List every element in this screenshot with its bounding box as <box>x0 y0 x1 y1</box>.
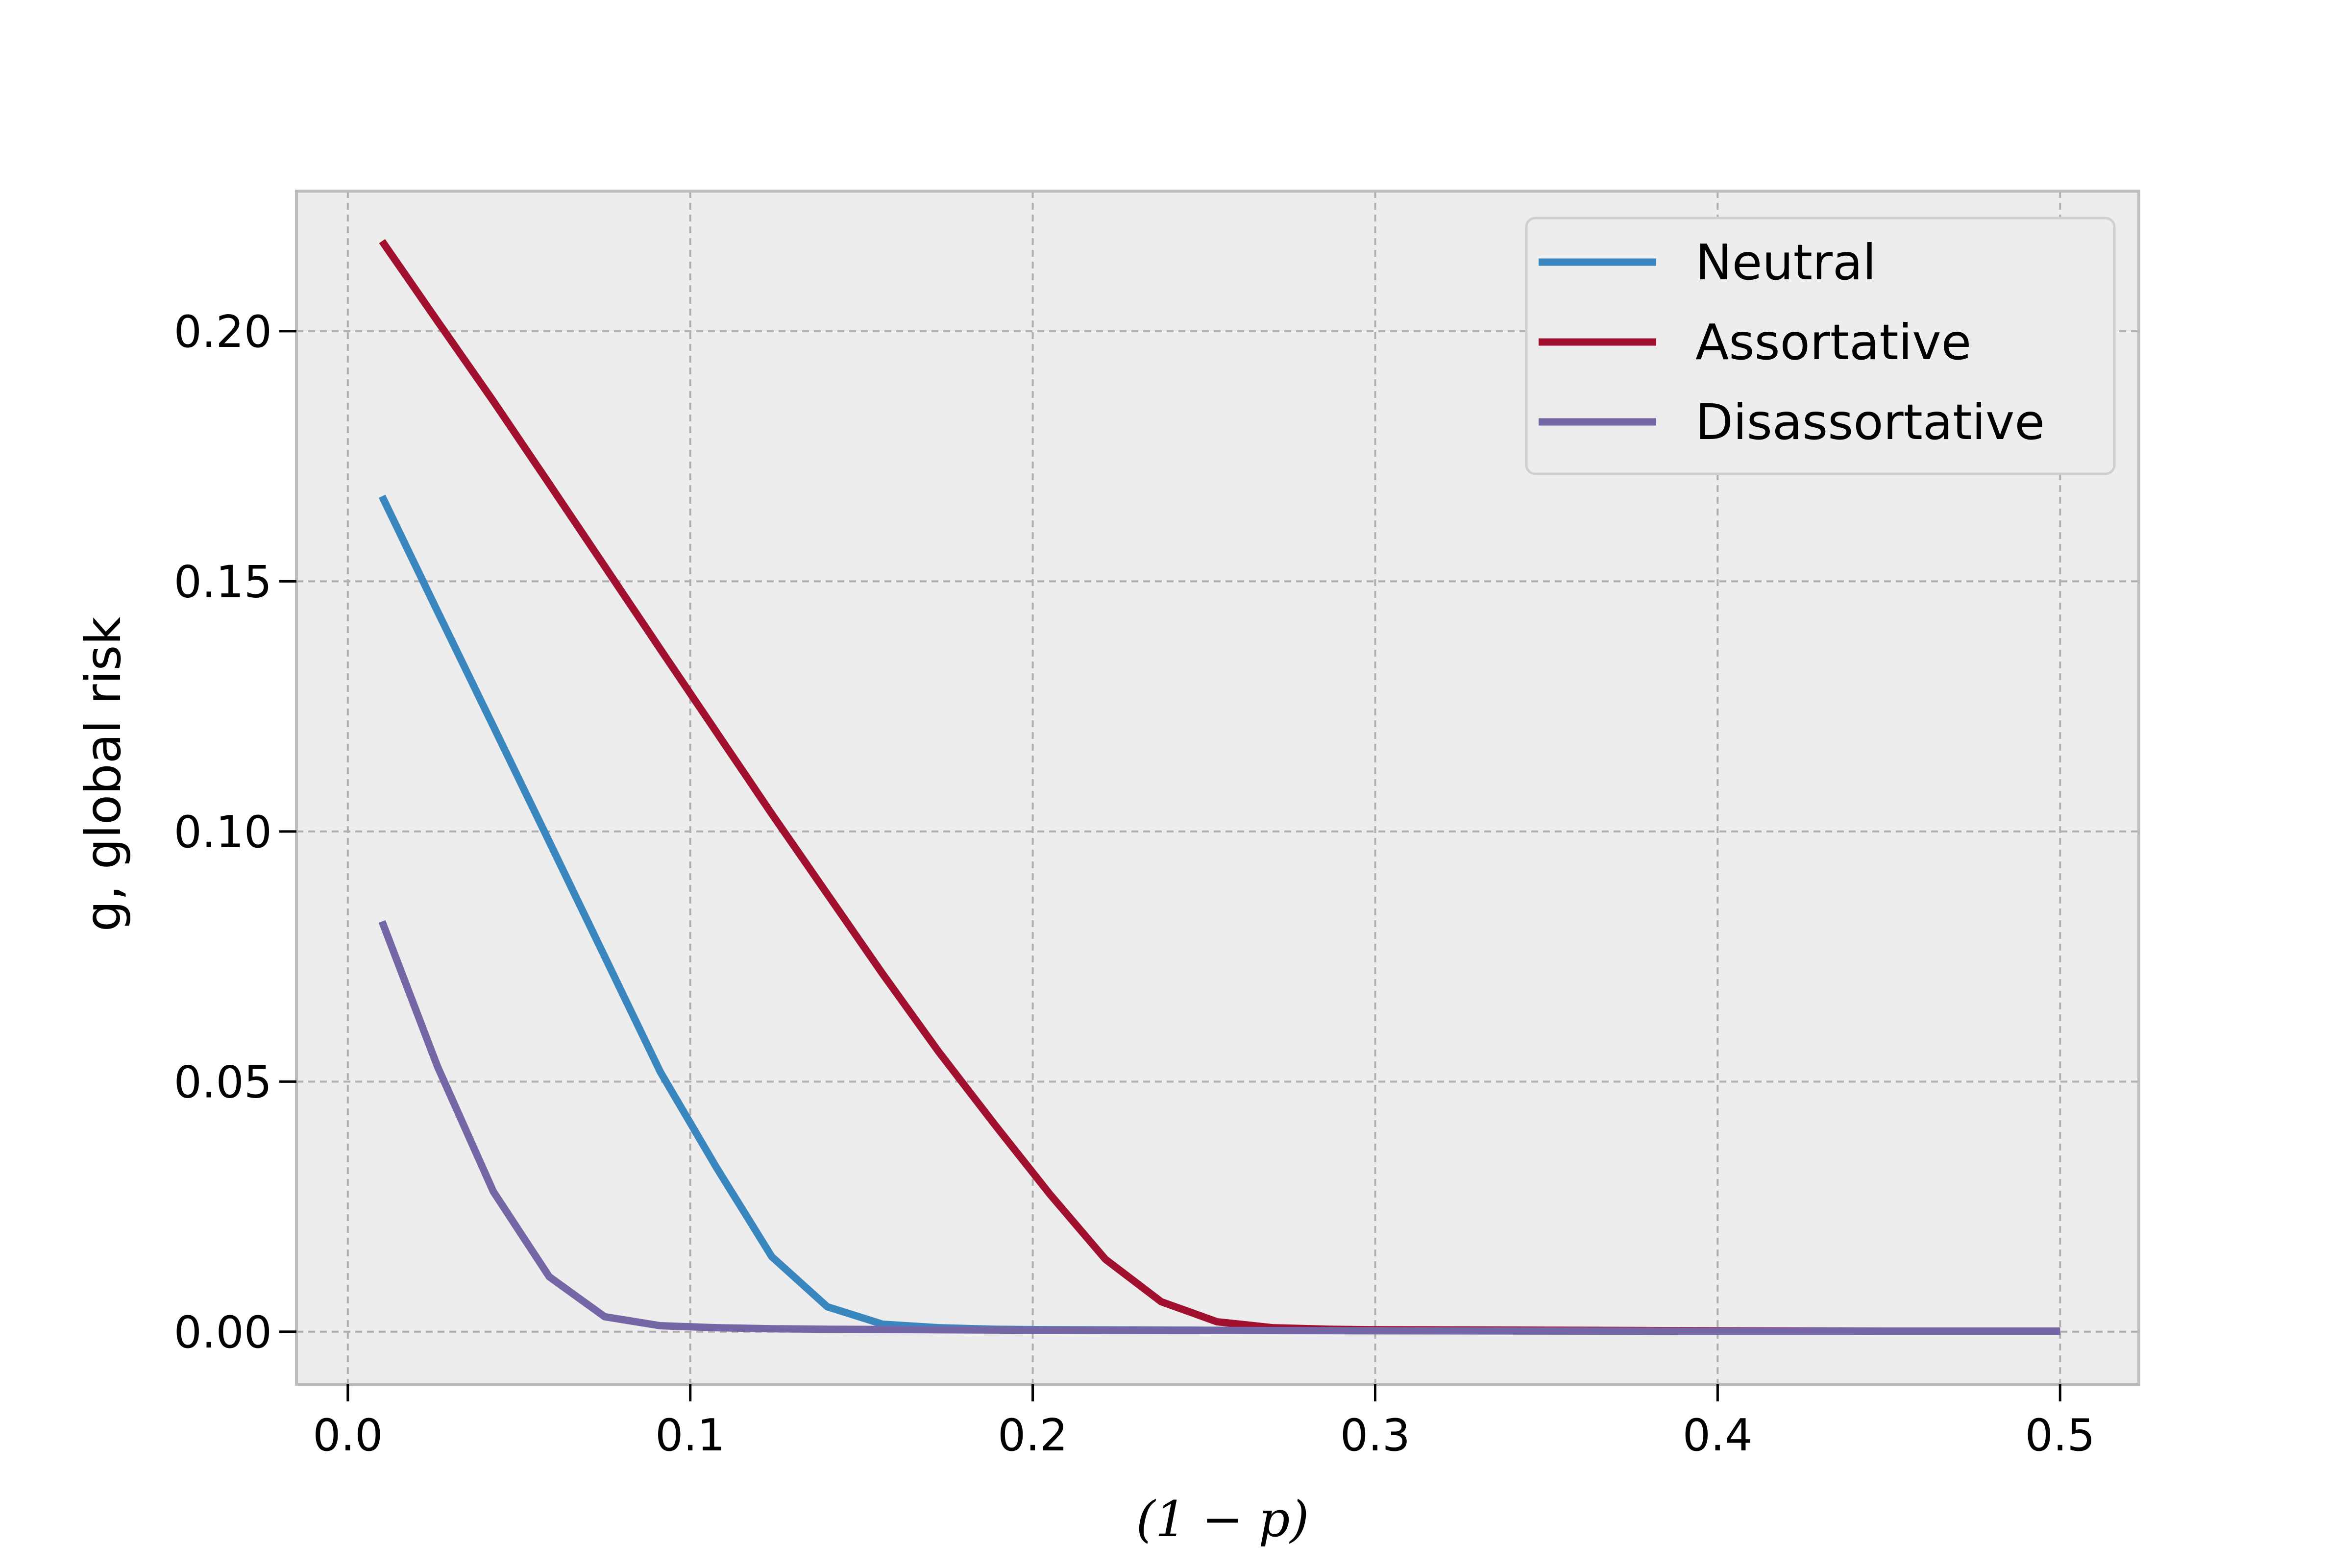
x-axis-label: (1 − p) <box>1136 1491 1309 1548</box>
x-tick-label: 0.4 <box>1683 1410 1753 1461</box>
x-tick-label: 0.5 <box>2025 1410 2095 1461</box>
legend: Neutral Assortative Disassortative <box>1525 217 2116 475</box>
x-tick-label: 0.0 <box>313 1410 383 1461</box>
legend-label-disassortative: Disassortative <box>1695 393 2045 451</box>
y-tick-label: 0.15 <box>174 556 272 608</box>
legend-label-assortative: Assortative <box>1695 314 1971 371</box>
y-tick-label: 0.00 <box>174 1307 272 1358</box>
x-tick-label: 0.2 <box>998 1410 1068 1461</box>
legend-frame <box>1525 217 2116 475</box>
y-tick-label: 0.05 <box>174 1056 272 1108</box>
legend-label-neutral: Neutral <box>1695 234 1876 291</box>
x-tick-label: 0.1 <box>655 1410 725 1461</box>
series-lines <box>378 239 2060 1335</box>
plot-frame <box>295 190 2140 1386</box>
x-tick-label: 0.3 <box>1340 1410 1410 1461</box>
axis-ticks: 0.0 0.1 0.2 0.3 0.4 0.5 0.00 0.05 0.10 0.15 0.20 <box>174 306 2095 1461</box>
y-tick-label: 0.20 <box>174 306 272 358</box>
series-line-disassortative <box>378 920 2060 1335</box>
y-tick-label: 0.10 <box>174 807 272 858</box>
y-axis-label: g, global risk <box>74 617 132 932</box>
